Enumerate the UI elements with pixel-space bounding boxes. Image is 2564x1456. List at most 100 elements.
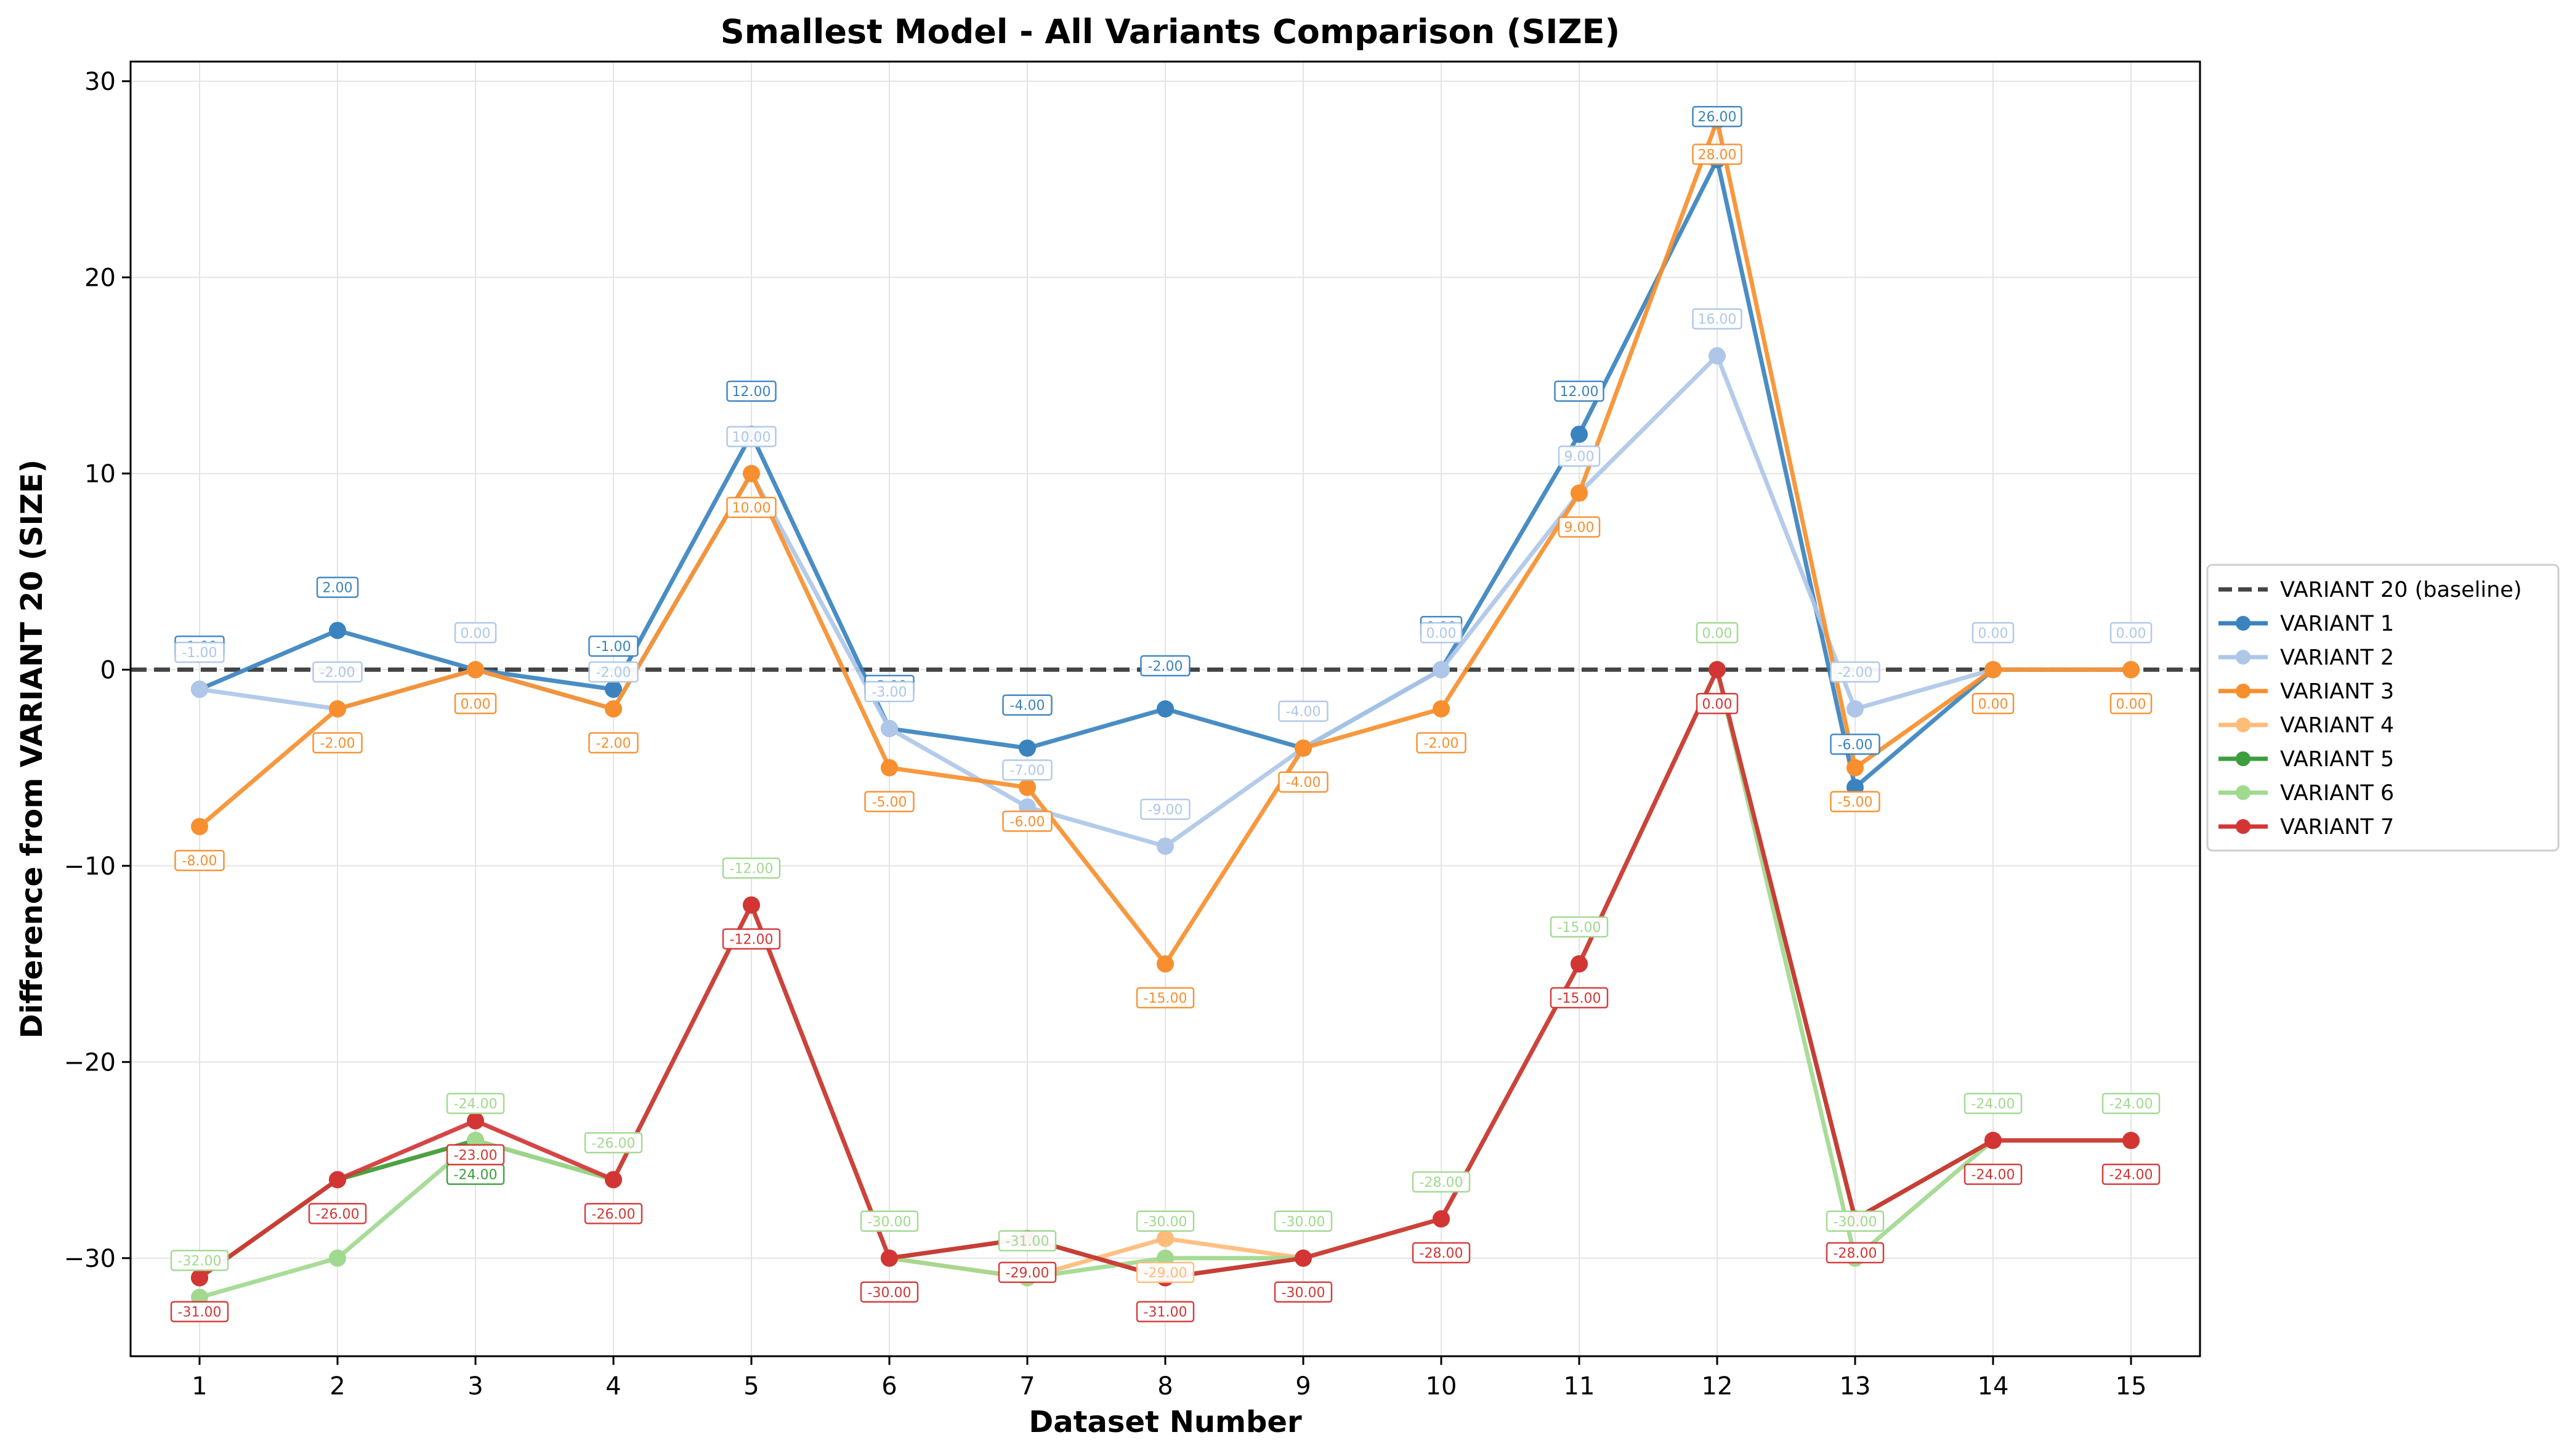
legend-entry-variant-20-baseline: VARIANT 20 (baseline) <box>2218 578 2522 602</box>
data-label-box <box>588 661 639 683</box>
data-label-text: 12.00 <box>1560 384 1599 400</box>
data-label-text: 0.00 <box>2116 697 2146 712</box>
x-tick-label: 4 <box>605 1372 621 1401</box>
data-point <box>1571 426 1588 443</box>
data-label-box <box>2109 622 2153 644</box>
data-label-box <box>1416 732 1466 754</box>
data-point <box>1019 739 1036 757</box>
data-label-box <box>1696 622 1739 644</box>
legend-label: VARIANT 1 <box>2280 612 2394 636</box>
legend-label: VARIANT 3 <box>2280 679 2394 704</box>
data-label: -12.00 <box>722 857 781 879</box>
data-label-text: -23.00 <box>454 1148 498 1163</box>
data-label-text: -31.00 <box>1144 1305 1187 1321</box>
x-tick-label: 5 <box>743 1372 759 1401</box>
data-label-text: -26.00 <box>316 1207 360 1222</box>
data-label: -15.00 <box>1136 987 1195 1009</box>
data-label: -2.00 <box>588 732 639 754</box>
data-label-text: -24.00 <box>1972 1168 2015 1183</box>
data-point <box>1571 484 1588 502</box>
data-label-text: -5.00 <box>872 795 907 811</box>
data-label: -30.00 <box>1826 1210 1885 1232</box>
data-label-box <box>1002 694 1053 716</box>
data-label-text: 0.00 <box>1426 626 1457 641</box>
data-label: -5.00 <box>864 791 915 812</box>
legend: VARIANT 20 (baseline) VARIANT 1 VARIANT 2 V… <box>2206 564 2560 852</box>
data-label-box <box>860 1210 919 1232</box>
data-label-box <box>998 1230 1057 1252</box>
data-label-text: -6.00 <box>1838 737 1873 753</box>
data-label: 12.00 <box>1554 380 1604 402</box>
legend-marker <box>2236 650 2251 665</box>
data-label: -6.00 <box>1002 811 1053 832</box>
data-label: -31.00 <box>170 1301 229 1322</box>
data-label-text: 10.00 <box>732 430 771 445</box>
y-tick-label: −10 <box>64 852 116 881</box>
data-point <box>605 1171 622 1189</box>
data-label-text: -7.00 <box>1010 763 1045 779</box>
x-tick-label: 3 <box>467 1372 483 1401</box>
data-label: -2.00 <box>1140 655 1191 677</box>
data-label: -7.00 <box>1002 759 1053 781</box>
legend-entry-variant-1: VARIANT 1 <box>2218 612 2394 636</box>
data-label-text: 12.00 <box>732 384 771 400</box>
x-tick-label: 7 <box>1019 1372 1035 1401</box>
data-label-box <box>1136 1301 1195 1322</box>
x-tick-label: 15 <box>2116 1372 2147 1401</box>
data-label-text: -31.00 <box>1006 1234 1049 1250</box>
data-point <box>2122 661 2140 679</box>
data-label-box <box>446 1144 505 1166</box>
data-label: -26.00 <box>584 1132 643 1154</box>
data-label-text: -4.00 <box>1286 705 1321 720</box>
data-label-box <box>1554 380 1604 402</box>
data-label: -30.00 <box>1274 1281 1333 1303</box>
data-label: -4.00 <box>1278 771 1329 793</box>
data-point <box>605 681 622 698</box>
data-point <box>1433 1210 1450 1228</box>
legend-frame <box>2206 564 2560 852</box>
data-label-text: 0.00 <box>1978 626 2008 641</box>
data-label-text: -6.00 <box>1010 814 1045 830</box>
data-label-box <box>312 732 363 754</box>
data-label-box <box>1830 734 1880 755</box>
x-tick-label: 8 <box>1157 1372 1173 1401</box>
data-label: -30.00 <box>860 1281 919 1303</box>
data-label: 12.00 <box>726 380 777 402</box>
data-label: -15.00 <box>1550 987 1609 1009</box>
data-label-text: -15.00 <box>1558 991 1601 1006</box>
x-tick-label: 10 <box>1426 1372 1457 1401</box>
legend-label: VARIANT 7 <box>2280 815 2394 839</box>
legend-marker <box>2236 785 2251 800</box>
data-label: -31.00 <box>998 1230 1057 1252</box>
data-label-box <box>1696 693 1739 714</box>
legend-label: VARIANT 2 <box>2280 645 2394 670</box>
data-label-box <box>1002 811 1053 832</box>
data-label-text: -30.00 <box>1282 1285 1325 1301</box>
data-label-text: 0.00 <box>1702 626 1733 641</box>
data-label: -24.00 <box>2101 1163 2161 1185</box>
data-label: -8.00 <box>174 849 225 872</box>
data-label-box <box>1558 516 1601 538</box>
y-tick-label: −30 <box>64 1245 116 1273</box>
data-label-text: -4.00 <box>1286 775 1321 791</box>
data-label-text: -30.00 <box>1282 1215 1325 1230</box>
data-point <box>881 719 898 737</box>
data-label-box <box>588 732 639 754</box>
data-label-box <box>722 928 781 950</box>
data-point <box>1846 759 1864 777</box>
y-tick-label: 30 <box>84 68 116 96</box>
data-point <box>329 700 346 718</box>
x-tick-label: 13 <box>1840 1372 1871 1401</box>
data-label-text: -4.00 <box>1010 698 1045 714</box>
data-label-text: -2.00 <box>596 665 631 681</box>
data-label-text: 0.00 <box>1978 697 2008 712</box>
data-label: -3.00 <box>864 681 915 703</box>
data-label-text: -15.00 <box>1558 920 1601 936</box>
data-label-text: -30.00 <box>868 1285 912 1301</box>
data-label-text: 0.00 <box>461 626 491 641</box>
data-label-text: -24.00 <box>454 1168 498 1183</box>
data-label-box <box>584 1132 643 1154</box>
data-label-text: 16.00 <box>1698 312 1737 328</box>
data-label-box <box>1420 622 1463 644</box>
data-label-text: -30.00 <box>1144 1215 1187 1230</box>
